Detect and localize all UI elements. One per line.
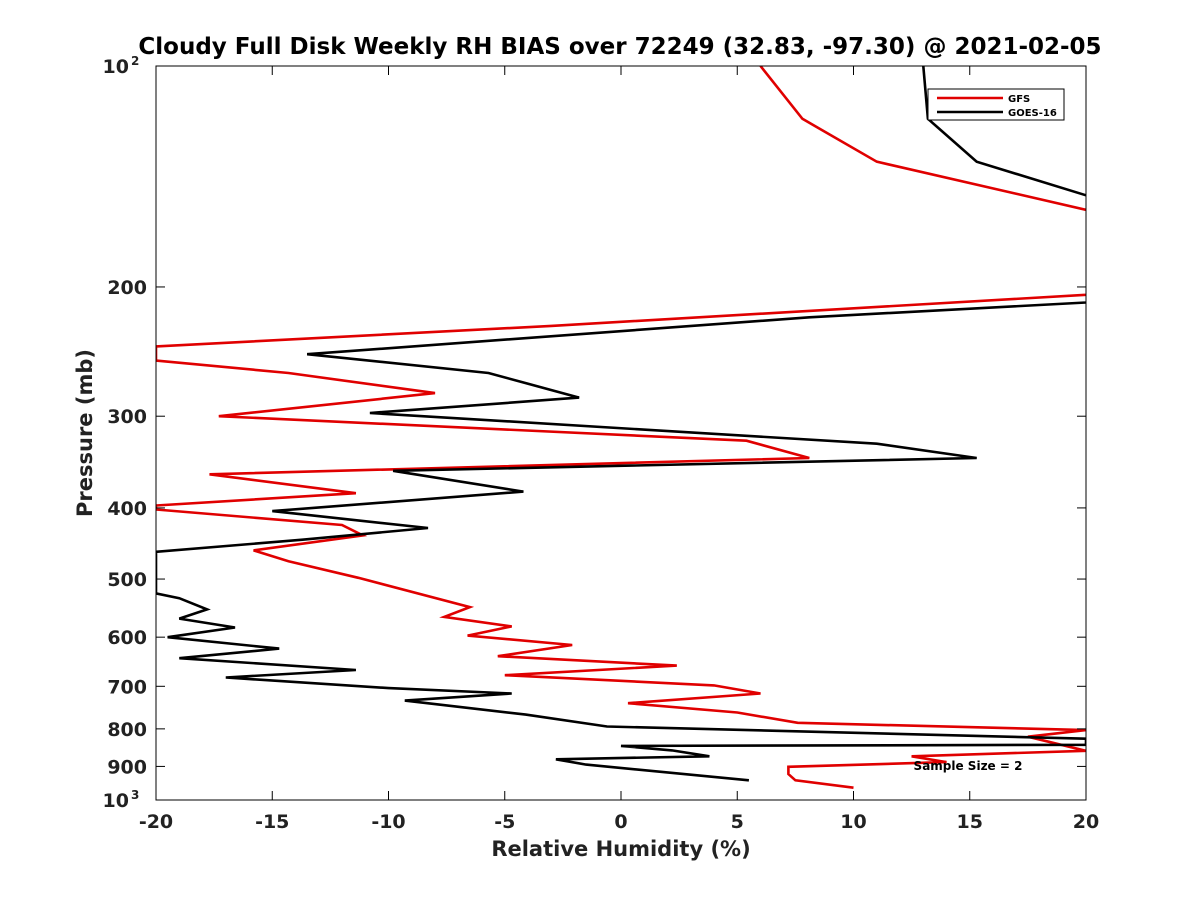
- x-tick-label: 0: [614, 811, 627, 833]
- y-tick-label: 300: [107, 406, 147, 428]
- x-tick-label: 10: [840, 811, 866, 833]
- x-tick-label: -20: [139, 811, 173, 833]
- y-tick-label-exponent: 2: [131, 54, 139, 68]
- chart-title: Cloudy Full Disk Weekly RH BIAS over 722…: [138, 34, 1101, 60]
- y-tick-label: 200: [107, 277, 147, 299]
- y-tick-label: 600: [107, 627, 147, 649]
- y-tick-label: 700: [107, 676, 147, 698]
- x-tick-label: 20: [1073, 811, 1099, 833]
- y-tick-label-base: 10: [103, 56, 129, 78]
- legend-label: GOES-16: [1008, 108, 1057, 119]
- y-tick-label: 500: [107, 569, 147, 591]
- y-tick-label-base: 10: [103, 790, 129, 812]
- series-line-gfs: [156, 66, 1086, 789]
- y-axis-label: Pressure (mb): [73, 349, 97, 517]
- x-tick-label: -5: [494, 811, 515, 833]
- y-tick-label-exponent: 3: [131, 788, 139, 802]
- x-tick-label: 5: [731, 811, 744, 833]
- legend-box: [927, 88, 1065, 121]
- series-layer: [156, 66, 1086, 789]
- x-tick-label: -15: [255, 811, 289, 833]
- legend: GFS GOES-16: [927, 88, 1065, 121]
- x-axis-ticks: -20 -15 -10 -5 0 5 10 15 20: [139, 66, 1099, 833]
- sample-size-annotation: Sample Size = 2: [914, 759, 1023, 773]
- y-tick-label: 900: [107, 756, 147, 778]
- x-tick-label: 15: [957, 811, 983, 833]
- legend-label: GFS: [1008, 94, 1030, 105]
- y-tick-label: 800: [107, 719, 147, 741]
- y-tick-label: 400: [107, 498, 147, 520]
- series-line-goes-16: [156, 66, 1086, 782]
- x-tick-label: -10: [371, 811, 405, 833]
- x-axis-label: Relative Humidity (%): [491, 837, 750, 861]
